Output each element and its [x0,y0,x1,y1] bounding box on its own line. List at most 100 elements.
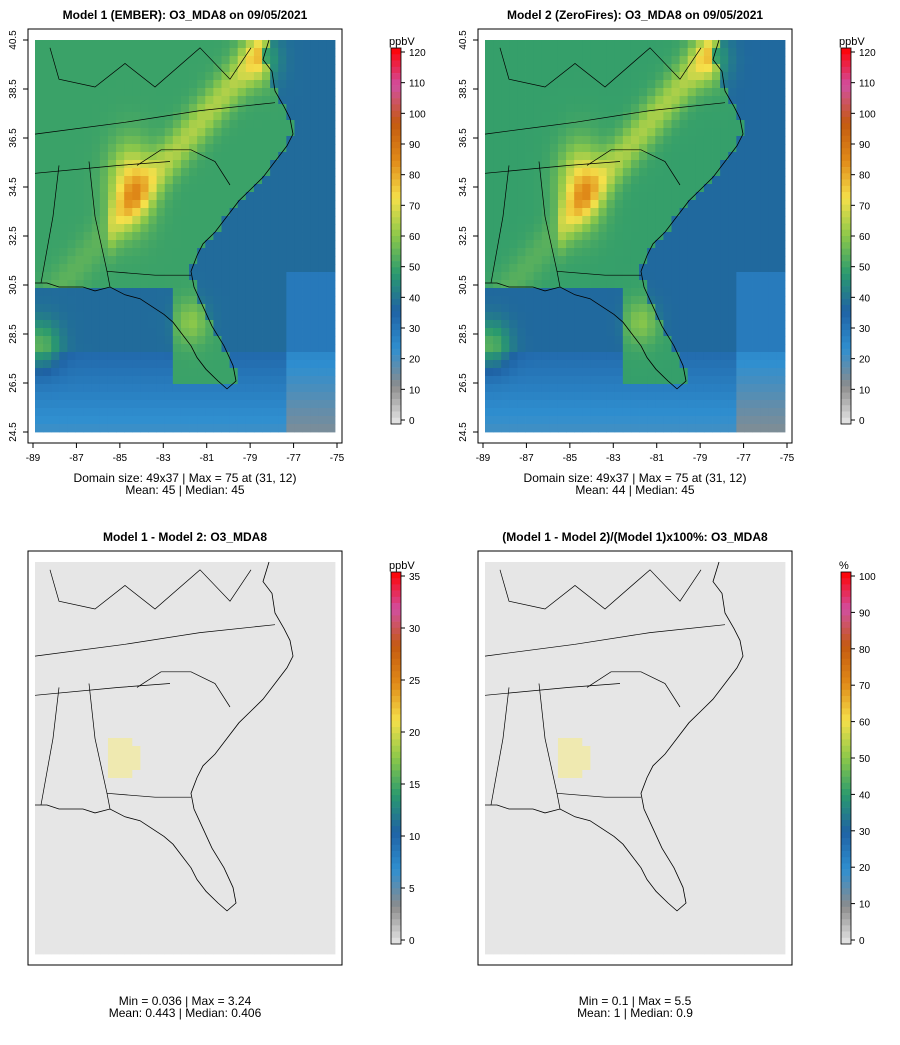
grid-cell [566,360,575,369]
grid-cell [302,152,312,161]
grid-cell [286,48,295,57]
grid-cell [647,272,656,281]
grid-cell [253,690,263,699]
grid-cell [614,264,624,273]
grid-cell [752,272,762,281]
grid-cell [525,360,535,369]
grid-cell [51,416,60,425]
grid-cell [197,160,206,169]
grid-cell [221,296,230,305]
grid-cell [51,48,60,57]
grid-cell [237,160,247,169]
grid-cell [655,144,664,153]
grid-cell [622,368,632,377]
grid-cell [485,144,494,153]
grid-cell [278,336,287,345]
grid-cell [140,682,149,691]
grid-cell [286,40,295,49]
grid-cell [270,746,279,755]
grid-cell [541,320,551,329]
grid-cell [221,128,230,137]
colorbar-segment [841,198,851,205]
grid-cell [286,650,295,659]
grid-cell [622,88,632,97]
grid-cell [221,64,230,73]
grid-cell [566,248,575,257]
colorbar-segment [841,417,851,425]
grid-cell [712,344,721,353]
grid-cell [278,594,287,603]
grid-cell [75,416,85,425]
grid-cell [525,120,535,129]
grid-cell [140,320,149,329]
grid-cell [245,320,255,329]
grid-cell [776,144,786,153]
grid-cell [35,698,44,707]
grid-cell [197,682,206,691]
grid-cell [253,216,263,225]
grid-cell [43,48,52,57]
grid-cell [695,136,705,145]
grid-cell [493,48,502,57]
grid-cell [237,400,247,409]
grid-cell [189,320,198,329]
grid-cell [533,408,543,417]
grid-cell [776,280,786,289]
grid-cell [270,48,279,57]
grid-cell [116,112,125,121]
grid-cell [517,168,526,177]
grid-cell [164,88,174,97]
grid-cell [326,320,336,329]
grid-cell [124,754,133,763]
grid-cell [124,320,133,329]
grid-cell [736,208,745,217]
grid-cell [647,160,656,169]
grid-cell [318,650,328,659]
grid-cell [180,168,190,177]
grid-cell [99,666,109,675]
grid-cell [744,288,753,297]
grid-cell [517,296,526,305]
grid-cell [91,586,101,595]
grid-cell [253,666,263,675]
grid-cell [197,176,206,185]
colorbar-segment [391,129,401,137]
grid-cell [237,376,247,385]
grid-cell [318,352,328,361]
grid-cell [302,602,312,611]
grid-cell [180,754,190,763]
grid-cell [221,192,230,201]
grid-cell [533,120,543,129]
grid-cell [712,424,721,433]
grid-cell [286,424,295,433]
grid-cell [213,738,222,747]
grid-cell [614,144,624,153]
grid-cell [760,416,770,425]
grid-cell [736,416,745,425]
grid-cell [51,674,60,683]
grid-cell [189,618,198,627]
grid-cell [140,272,149,281]
grid-cell [525,336,535,345]
grid-cell [156,112,166,121]
grid-cell [164,232,174,241]
grid-cell [148,120,158,129]
grid-cell [574,384,583,393]
grid-cell [768,272,778,281]
grid-cell [574,320,583,329]
grid-cell [213,208,222,217]
grid-cell [318,296,328,305]
grid-cell [318,112,328,121]
grid-cell [35,168,44,177]
grid-cell [35,336,44,345]
grid-cell [712,96,721,105]
colorbar-segment [391,361,401,368]
grid-cell [148,296,158,305]
colorbar-tick-label: 70 [409,201,421,212]
grid-cell [728,200,737,209]
grid-cell [99,128,109,137]
grid-cell [156,160,166,169]
grid-cell [752,360,762,369]
grid-cell [582,200,591,209]
grid-cell [728,344,737,353]
